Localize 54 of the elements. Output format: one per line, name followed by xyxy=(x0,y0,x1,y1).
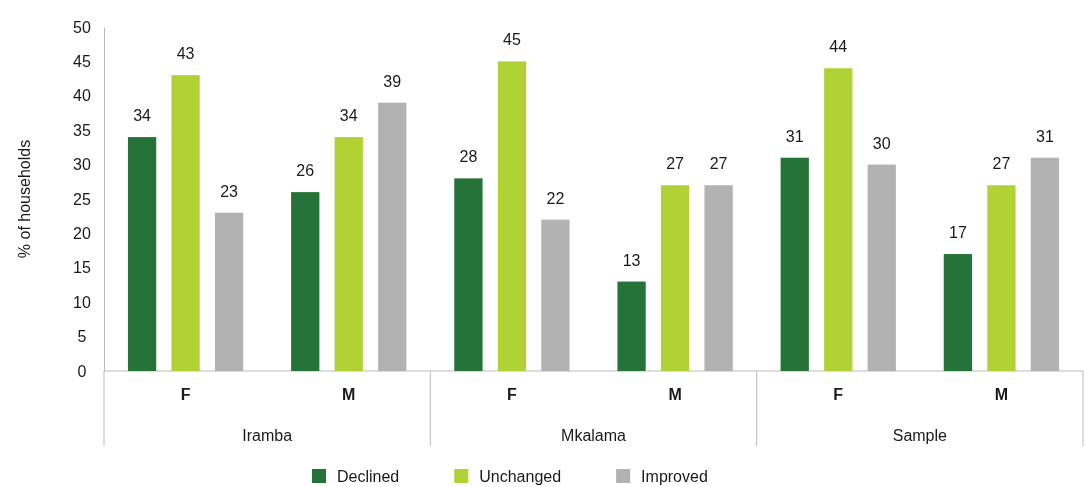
x-tick-label: F xyxy=(180,386,191,404)
data-label: 45 xyxy=(503,31,521,49)
text: Sample xyxy=(892,427,948,444)
legend-label: Unchanged xyxy=(479,468,562,485)
y-tick-label: 10 xyxy=(73,293,91,311)
data-label: 13 xyxy=(622,251,641,269)
data-label: 27 xyxy=(992,155,1011,173)
data-label: 17 xyxy=(949,224,967,242)
data-label: 26 xyxy=(296,162,315,180)
bar xyxy=(497,61,527,371)
bar xyxy=(171,75,200,371)
bar xyxy=(127,137,157,371)
data-label: 30 xyxy=(872,134,891,152)
y-tick-label: 45 xyxy=(73,53,91,71)
data-label: 28 xyxy=(459,148,478,166)
bar xyxy=(824,68,853,371)
data-label: 44 xyxy=(829,38,848,56)
bar xyxy=(943,254,973,371)
bar xyxy=(291,192,320,371)
y-tick-label: 20 xyxy=(73,225,91,243)
bar xyxy=(780,157,809,371)
text: Iramba xyxy=(242,427,293,444)
data-label: 34 xyxy=(133,107,152,125)
data-label: 23 xyxy=(220,182,239,200)
y-tick-label: 25 xyxy=(73,190,91,208)
data-label: 27 xyxy=(709,155,728,173)
x-tick-label: F xyxy=(833,386,844,404)
y-tick-label: 0 xyxy=(77,362,87,380)
y-axis-title: % of households xyxy=(16,139,33,259)
y-tick-label: 40 xyxy=(73,87,91,105)
data-label: 43 xyxy=(176,45,195,63)
data-label: 34 xyxy=(339,107,358,125)
x-tick-label: M xyxy=(342,386,356,404)
bar xyxy=(454,178,483,371)
data-label: 27 xyxy=(666,155,685,173)
bar xyxy=(660,185,690,371)
data-label: 31 xyxy=(1036,127,1054,145)
x-tick-label: M xyxy=(994,386,1009,404)
bar xyxy=(617,281,646,371)
y-tick-label: 15 xyxy=(73,259,91,277)
bar xyxy=(334,137,363,371)
legend-label: Declined xyxy=(337,468,400,485)
data-label: 22 xyxy=(546,189,565,207)
data-label: 39 xyxy=(383,72,402,90)
y-tick-label: 30 xyxy=(73,156,91,174)
y-tick-label: 5 xyxy=(77,328,87,346)
data-label: 31 xyxy=(785,127,804,145)
x-tick-label: M xyxy=(668,386,682,404)
legend-label: Improved xyxy=(641,468,708,485)
y-tick-label: 35 xyxy=(73,121,91,139)
x-tick-label: F xyxy=(507,386,518,404)
y-tick-label: 50 xyxy=(73,18,91,36)
bar xyxy=(987,185,1016,371)
text: Mkalama xyxy=(561,427,627,444)
